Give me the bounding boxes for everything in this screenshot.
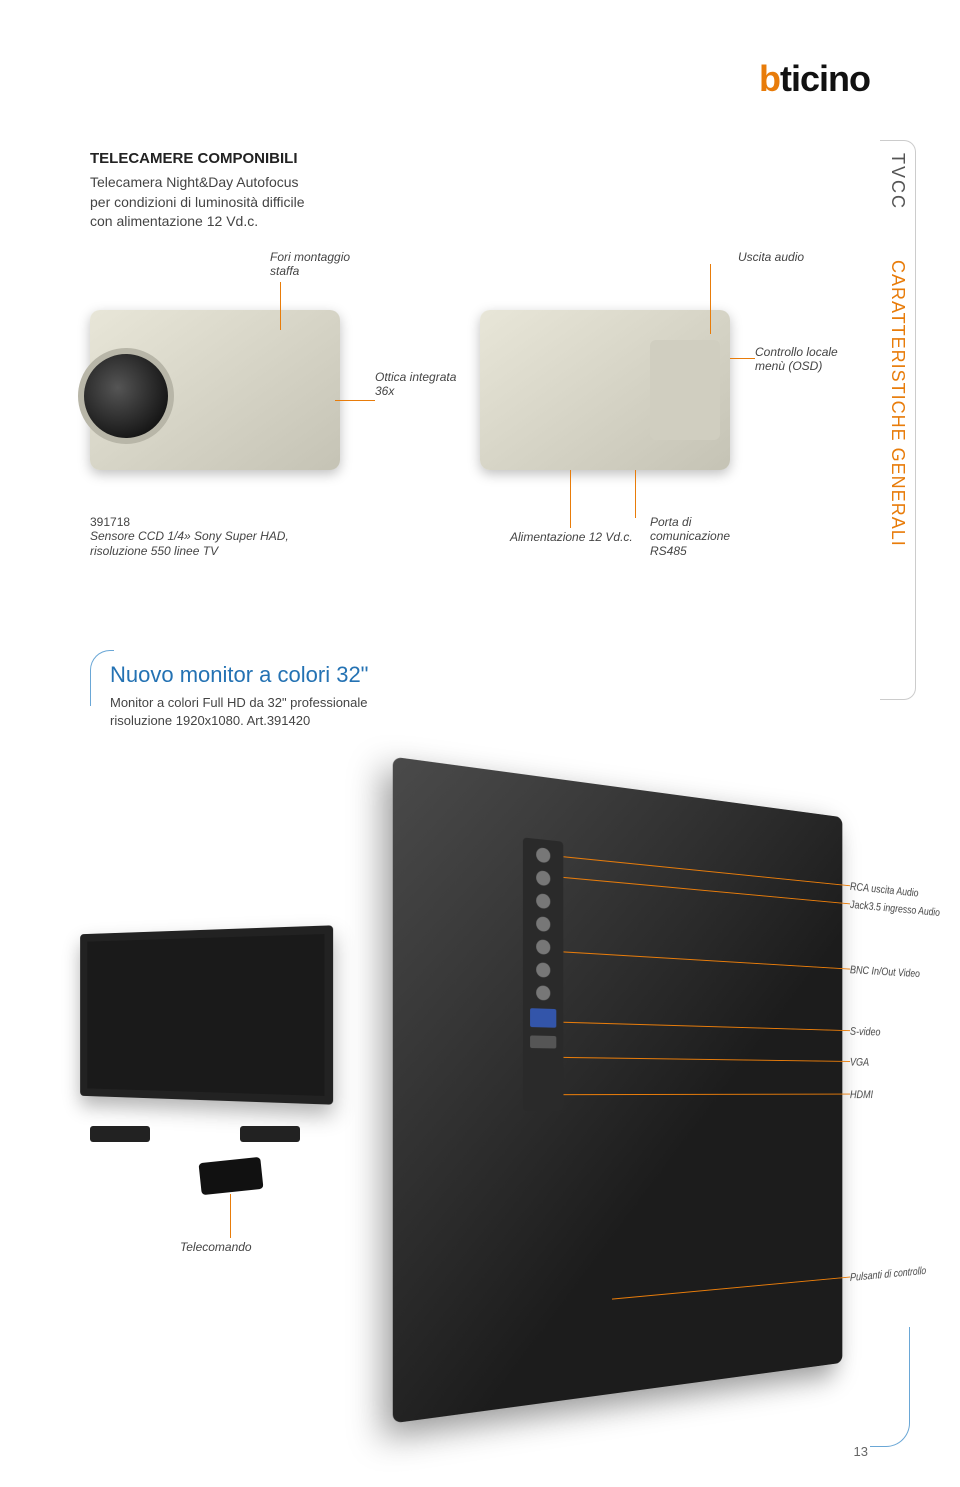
monitor-callout-title: Nuovo monitor a colori 32": [110, 662, 440, 688]
label-porta-rs485: Porta di comunicazione RS485: [650, 515, 730, 558]
monitor-callout-line2: risoluzione 1920x1080. Art.391420: [110, 712, 440, 730]
label-rca: RCA uscita Audio: [850, 880, 937, 901]
monitor-stand-left: [90, 1126, 150, 1142]
line-bnc: [563, 951, 850, 969]
label-sensore: 391718 Sensore CCD 1/4» Sony Super HAD, …: [90, 515, 290, 558]
line-telecomando: [230, 1194, 231, 1238]
page-number: 13: [854, 1444, 868, 1459]
label-jack: Jack3.5 ingresso Audio: [850, 898, 958, 920]
side-tab-title: CARATTERISTICHE GENERALI: [887, 260, 908, 547]
sensore-code: 391718: [90, 515, 130, 529]
line-fori: [280, 282, 281, 330]
port-hdmi: [530, 1035, 556, 1048]
label-svideo: S-video: [850, 1025, 902, 1039]
header-title: TELECAMERE COMPONIBILI: [90, 150, 390, 167]
label-vga: VGA: [850, 1056, 884, 1069]
sensore-text: Sensore CCD 1/4» Sony Super HAD, risoluz…: [90, 529, 289, 557]
line-alim: [570, 470, 571, 528]
side-tab-section: TVCC: [887, 153, 908, 210]
label-telecomando: Telecomando: [180, 1240, 252, 1254]
label-pulsanti: Pulsanti di controllo: [850, 1262, 951, 1284]
bottom-decorative-curve: [870, 1327, 910, 1447]
port-bnc2: [536, 916, 550, 932]
logo-suffix: ticino: [780, 58, 870, 99]
line-controllo: [730, 358, 755, 359]
port-svideo: [536, 985, 550, 1000]
line-hdmi: [563, 1094, 850, 1096]
monitor-callout: Nuovo monitor a colori 32" Monitor a col…: [90, 650, 460, 742]
monitor-back-image: RCA uscita Audio Jack3.5 ingresso Audio …: [393, 757, 843, 1424]
logo-prefix: b: [759, 58, 780, 99]
monitor-callout-line1: Monitor a colori Full HD da 32" professi…: [110, 694, 440, 712]
port-vga: [530, 1008, 556, 1028]
port-cluster: [523, 837, 563, 1111]
label-controllo-locale: Controllo locale menù (OSD): [755, 345, 838, 374]
header-line1: Telecamera Night&Day Autofocus: [90, 173, 390, 193]
header-line3: con alimentazione 12 Vd.c.: [90, 212, 390, 232]
label-hdmi: HDMI: [850, 1088, 889, 1101]
port-bnc3: [536, 939, 550, 954]
camera-front-image: [90, 310, 340, 470]
port-rca: [536, 847, 550, 863]
line-porta: [635, 470, 636, 518]
side-tab: TVCC CARATTERISTICHE GENERALI: [880, 140, 916, 700]
line-pulsanti: [612, 1277, 850, 1300]
remote-image: [198, 1157, 263, 1195]
port-bnc4: [536, 962, 550, 977]
label-bnc: BNC In/Out Video: [850, 963, 937, 981]
line-svideo: [563, 1022, 850, 1031]
port-jack: [536, 870, 550, 886]
monitor-diagram: Telecomando RCA uscita Audio Jack3.5 ing…: [60, 790, 880, 1410]
line-ottica: [335, 400, 375, 401]
port-bnc1: [536, 893, 550, 909]
label-fori-montaggio: Fori montaggio staffa: [270, 250, 350, 279]
monitor-stand-right: [240, 1126, 300, 1142]
label-ottica: Ottica integrata 36x: [375, 370, 456, 399]
line-uscita: [710, 264, 711, 334]
header-line2: per condizioni di luminosità difficile: [90, 193, 390, 213]
monitor-front-image: [80, 925, 333, 1104]
label-uscita-audio: Uscita audio: [738, 250, 804, 264]
camera-diagram: Fori montaggio staffa Ottica integrata 3…: [90, 250, 850, 620]
line-vga: [563, 1057, 850, 1062]
camera-back-image: [480, 310, 730, 470]
header-block: TELECAMERE COMPONIBILI Telecamera Night&…: [90, 150, 390, 232]
brand-logo: bticino: [759, 58, 870, 100]
label-alimentazione: Alimentazione 12 Vd.c.: [510, 530, 633, 544]
callout-curve: [90, 650, 114, 706]
